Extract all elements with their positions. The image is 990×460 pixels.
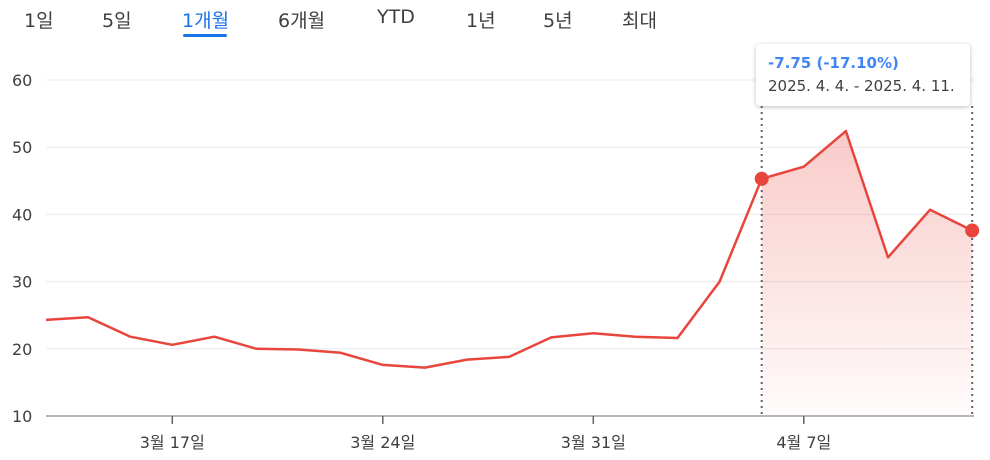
- tab-6-months[interactable]: 6개월: [278, 10, 326, 32]
- tab-max[interactable]: 최대: [622, 10, 657, 32]
- price-line: [45, 129, 973, 369]
- x-tick-label: 3월 24일: [350, 433, 415, 452]
- selection-area: [761, 131, 973, 416]
- y-tick-label: 10: [12, 407, 32, 426]
- tab-ytd[interactable]: YTD: [377, 6, 415, 28]
- y-tick-label: 20: [12, 340, 32, 359]
- selection-tooltip: -7.75 (-17.10%) 2025. 4. 4. - 2025. 4. 1…: [756, 44, 970, 106]
- y-tick-label: 50: [12, 138, 32, 157]
- tab-1-day[interactable]: 1일: [24, 10, 54, 32]
- active-tab-indicator: [183, 34, 227, 37]
- tab-1-month[interactable]: 1개월: [182, 10, 230, 32]
- selection-end-point[interactable]: [965, 223, 980, 238]
- x-axis-ticks: 3월 17일 3월 24일 3월 31일 4월 7일: [140, 416, 831, 452]
- tab-1-year[interactable]: 1년: [466, 10, 496, 32]
- y-tick-label: 30: [12, 273, 32, 292]
- selection-start-point[interactable]: [754, 171, 769, 186]
- time-range-tabs: 1일 5일 1개월 6개월 YTD 1년 5년 최대: [0, 0, 990, 44]
- tab-5-years[interactable]: 5년: [543, 10, 573, 32]
- price-change-value: -7.75 (-17.10%): [768, 54, 899, 72]
- x-tick-label: 4월 7일: [776, 433, 831, 452]
- tab-5-days[interactable]: 5일: [102, 10, 132, 32]
- y-axis-ticks: 10 20 30 40 50 60: [12, 71, 32, 426]
- y-tick-label: 40: [12, 205, 32, 224]
- x-tick-label: 3월 17일: [140, 433, 205, 452]
- y-tick-label: 60: [12, 71, 32, 90]
- x-tick-label: 3월 31일: [561, 433, 626, 452]
- date-range-label: 2025. 4. 4. - 2025. 4. 11.: [768, 77, 955, 95]
